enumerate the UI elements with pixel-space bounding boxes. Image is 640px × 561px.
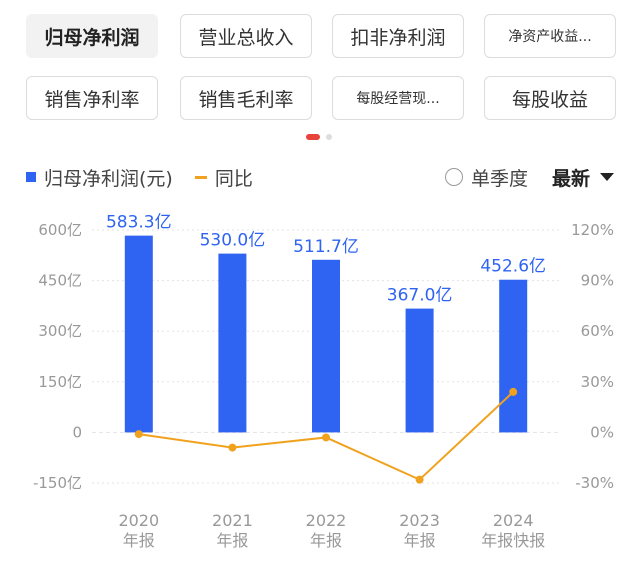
y-left-tick-label: 0 (72, 423, 82, 441)
x-tick-year: 2021 (212, 511, 253, 530)
chart-controls: 单季度 最新 (444, 162, 614, 192)
x-tick-year: 2022 (306, 511, 347, 530)
yoy-point (134, 430, 143, 439)
tab-1[interactable]: 归母净利润 (26, 14, 158, 58)
bar (405, 308, 434, 433)
tab-7[interactable]: 每股经营现... (332, 76, 464, 120)
x-tick-kind: 年报快报 (481, 531, 545, 550)
bar-value-label: 511.7亿 (293, 237, 359, 257)
bar-legend-swatch (26, 172, 36, 182)
bar-legend-label: 归母净利润(元) (44, 167, 173, 190)
tab-4[interactable]: 净资产收益... (484, 14, 616, 58)
y-right-tick-label: 60% (581, 322, 614, 340)
y-left-tick-label: 300亿 (38, 322, 82, 340)
bar (499, 279, 528, 433)
y-left-tick-label: 600亿 (38, 221, 82, 239)
yoy-point (509, 387, 518, 396)
page-dot-active (306, 134, 320, 140)
chevron-down-icon[interactable] (600, 173, 614, 181)
line-legend-swatch (194, 175, 207, 179)
bar-value-label: 530.0亿 (200, 231, 266, 251)
bar-value-label: 583.3亿 (106, 213, 172, 233)
yoy-point (415, 475, 424, 484)
y-left-tick-label: 150亿 (38, 373, 82, 391)
season-radio[interactable] (444, 168, 463, 186)
y-right-tick-label: 90% (581, 272, 614, 290)
y-left-tick-label: -150亿 (33, 474, 82, 492)
yoy-point (322, 433, 330, 442)
x-tick-kind: 年报 (404, 531, 436, 550)
x-tick-year: 2020 (118, 511, 159, 530)
bar-value-label: 367.0亿 (387, 286, 453, 306)
x-tick-kind: 年报 (216, 531, 248, 550)
bar (124, 235, 153, 433)
page-dot (326, 134, 332, 140)
bar (312, 259, 340, 433)
y-left-tick-label: 450亿 (38, 272, 82, 290)
tab-3[interactable]: 扣非净利润 (332, 14, 464, 58)
x-tick-year: 2023 (399, 511, 440, 530)
tab-6[interactable]: 销售毛利率 (180, 76, 312, 120)
y-right-tick-label: 30% (581, 373, 614, 391)
x-tick-year: 2024 (493, 511, 534, 530)
chart-legend: 归母净利润(元) 同比 (26, 162, 253, 192)
y-right-tick-label: 0% (590, 423, 614, 441)
yoy-point (228, 443, 237, 452)
y-right-tick-label: -30% (575, 474, 614, 492)
season-label[interactable]: 单季度 (470, 167, 528, 190)
x-tick-kind: 年报 (123, 531, 155, 550)
line-legend-label: 同比 (214, 167, 253, 190)
tab-8[interactable]: 每股收益 (484, 76, 616, 120)
latest-dropdown[interactable]: 最新 (551, 167, 590, 190)
tab-5[interactable]: 销售净利率 (26, 76, 158, 120)
tab-2[interactable]: 营业总收入 (180, 14, 312, 58)
x-tick-kind: 年报 (310, 531, 342, 550)
bar (218, 253, 247, 433)
bar-value-label: 452.6亿 (480, 257, 546, 277)
y-right-tick-label: 120% (571, 221, 614, 239)
